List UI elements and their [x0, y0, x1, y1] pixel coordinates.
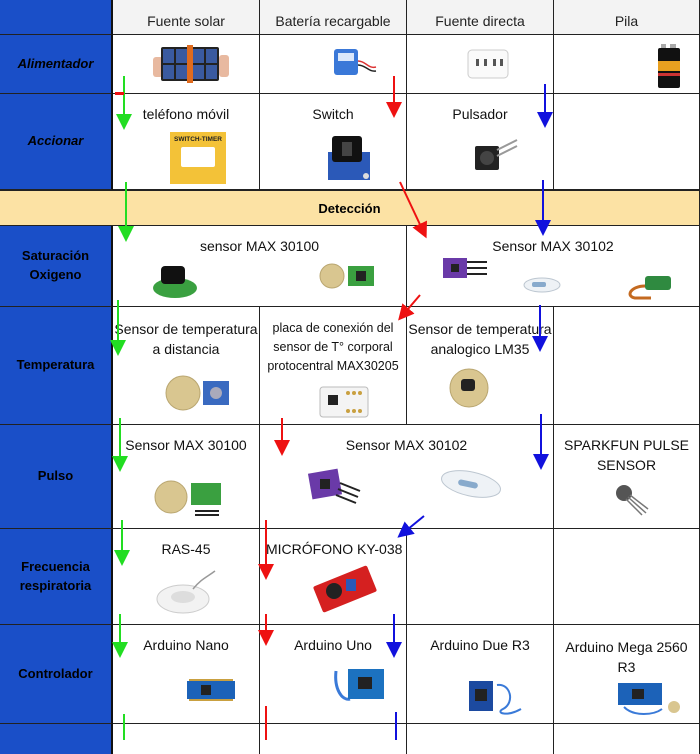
cell-frec-empty-1	[407, 529, 554, 625]
arduino-nano-label: Arduino Nano	[143, 637, 229, 653]
sat-max30100-label: sensor MAX 30100	[199, 238, 320, 254]
cell-temp-empty	[554, 307, 700, 425]
row-label-temperatura: Temperatura	[0, 307, 113, 425]
arduino-due-label: Arduino Due R3	[430, 637, 530, 653]
corner-cell	[0, 0, 113, 35]
cell-battery	[260, 35, 407, 94]
temp-distancia-label: Sensor de temperatura a distancia	[114, 321, 258, 358]
clip-sensor-image	[153, 266, 197, 298]
cell-accionar-empty	[554, 94, 700, 190]
wall-outlet-image	[467, 49, 509, 79]
column-header-solar: Fuente solar	[113, 0, 260, 35]
row-label-saturacion: Saturación Oxigeno	[0, 226, 113, 307]
pulso-max30100-label: Sensor MAX 30100	[125, 437, 247, 453]
cell-arduino-due: Arduino Due R3	[407, 625, 554, 724]
arduino-mega-image	[618, 683, 680, 715]
arduino-uno-label: Arduino Uno	[294, 637, 372, 653]
max30100-kit-image	[154, 480, 221, 516]
cell-frec-ras45: RAS-45	[113, 529, 260, 625]
pulsador-label: Pulsador	[452, 106, 508, 122]
cell-arduino-uno: Arduino Uno	[260, 625, 407, 724]
cell-next-4	[554, 724, 700, 754]
temp-lm35-label: Sensor de temperatura analogico LM35	[408, 321, 552, 358]
cell-arduino-mega: Arduino Mega 2560 R3	[554, 625, 700, 724]
cell-telefono: teléfono móvil SWITCH-TIMER	[113, 94, 260, 190]
solar-panel-image	[153, 45, 229, 83]
lm35-sensor-image	[449, 368, 489, 408]
column-header-direct: Fuente directa	[407, 0, 554, 35]
row-label-accionar: Accionar	[0, 94, 113, 190]
cell-switch: Switch	[260, 94, 407, 190]
cell-pulso-max30100: Sensor MAX 30100	[113, 425, 260, 529]
switch-timer-label: SWITCH-TIMER	[173, 136, 223, 143]
column-header-pila: Pila	[554, 0, 700, 35]
sat-max30102-label: Sensor MAX 30102	[492, 238, 614, 254]
cell-direct-source	[407, 35, 554, 94]
cell-sat-max30100: sensor MAX 30100	[113, 226, 407, 307]
cell-frec-empty-2	[554, 529, 700, 625]
cell-next-3	[407, 724, 554, 754]
cell-temp-lm35: Sensor de temperatura analogico LM35	[407, 307, 554, 425]
ras45-sensor-image	[156, 570, 216, 614]
cell-temp-distancia: Sensor de temperatura a distancia	[113, 307, 260, 425]
cell-temp-max30205: placa de conexión del sensor de T° corpo…	[260, 307, 407, 425]
battery-9v-image	[658, 44, 680, 88]
sparkfun-label: SPARKFUN PULSE SENSOR	[564, 437, 689, 474]
cell-pulsador: Pulsador	[407, 94, 554, 190]
sensor-cable-image	[628, 276, 671, 300]
max30100-board-image	[319, 263, 374, 289]
arduino-mega-label: Arduino Mega 2560 R3	[565, 639, 688, 676]
cell-frec-ky038: MICRÓFONO KY-038	[260, 529, 407, 625]
switch-label: Switch	[312, 106, 354, 122]
cell-solar-panel	[113, 35, 260, 94]
section-bar-deteccion: Detección	[0, 190, 700, 226]
ky038-microphone-image	[313, 565, 377, 613]
max30102-module-image	[443, 258, 487, 278]
pulso-max30102-label: Sensor MAX 30102	[345, 437, 468, 453]
push-button-image	[475, 139, 518, 170]
max30205-board-image	[319, 386, 369, 418]
arduino-nano-image	[187, 679, 235, 701]
cell-sat-max30102: Sensor MAX 30102	[407, 226, 700, 307]
cell-arduino-nano: Arduino Nano	[113, 625, 260, 724]
row-label-alimentador: Alimentador	[0, 35, 113, 94]
row-label-frecuencia: Frecuencia respiratoria	[0, 529, 113, 625]
ky038-label: MICRÓFONO KY-038	[266, 541, 403, 557]
finger-sensor-image	[523, 277, 561, 293]
cell-next-2	[260, 724, 407, 754]
telefono-label: teléfono móvil	[142, 106, 230, 122]
sparkfun-sensor-image	[616, 485, 649, 516]
row-label-pulso: Pulso	[0, 425, 113, 529]
switch-module-image	[328, 136, 370, 180]
battery-pack-image	[334, 49, 377, 75]
row-label-next	[0, 724, 113, 754]
temp-max30205-label: placa de conexión del sensor de T° corpo…	[267, 321, 399, 373]
cell-pulso-max30102: Sensor MAX 30102	[260, 425, 554, 529]
ir-temp-sensor-image	[165, 375, 229, 411]
arduino-uno-image	[334, 669, 384, 701]
switch-timer-image: SWITCH-TIMER	[170, 132, 226, 184]
finger-pulse-sensor-image	[441, 470, 501, 498]
max30102-pulse-image	[308, 468, 361, 504]
cell-pulso-sparkfun: SPARKFUN PULSE SENSOR	[554, 425, 700, 529]
row-label-controlador: Controlador	[0, 625, 113, 724]
ras45-label: RAS-45	[161, 541, 211, 557]
column-header-battery: Batería recargable	[260, 0, 407, 35]
cell-next-1	[113, 724, 260, 754]
arduino-due-image	[469, 681, 522, 715]
cell-pila	[554, 35, 700, 94]
